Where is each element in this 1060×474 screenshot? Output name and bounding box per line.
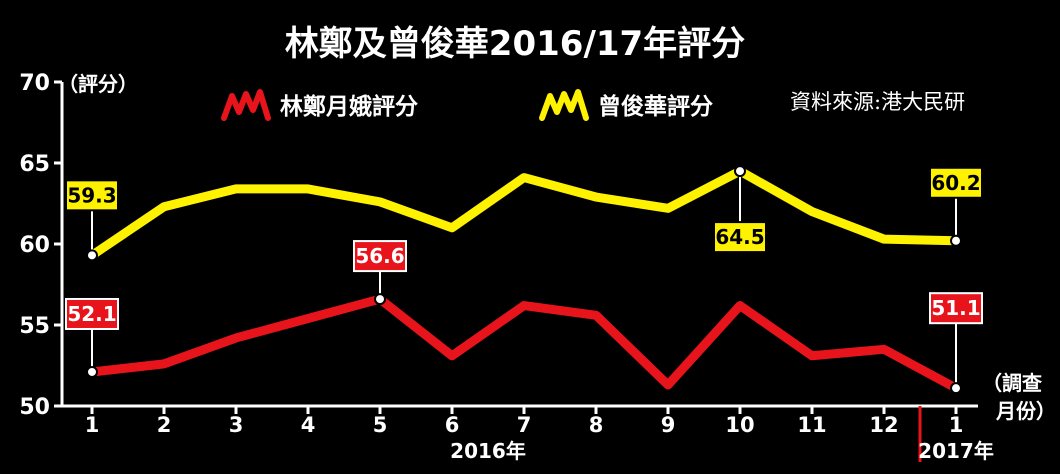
x-tick-label: 2 <box>157 413 172 437</box>
data-label-box <box>353 240 407 273</box>
data-label-box <box>65 297 119 330</box>
data-label-box <box>713 221 767 254</box>
data-label: 56.6 <box>355 244 404 268</box>
x-tick-label: 1 <box>85 413 100 437</box>
data-label-box <box>65 179 119 212</box>
legend-swatch-0 <box>221 89 271 121</box>
legend-label-1: 曾俊華評分 <box>598 93 713 120</box>
x-tick-label: 5 <box>373 413 388 437</box>
data-label: 59.3 <box>67 183 116 207</box>
x-tick-label: 1 <box>949 413 964 437</box>
data-point-marker <box>374 293 386 306</box>
data-point-marker <box>86 249 98 262</box>
x-tick-label: 10 <box>725 413 754 437</box>
data-label: 64.5 <box>715 225 764 249</box>
data-label: 51.1 <box>931 296 980 320</box>
x-tick-label: 12 <box>869 413 898 437</box>
x-tick-label: 6 <box>445 413 460 437</box>
x-tick-label: 3 <box>229 413 244 437</box>
x-axis-label-line1: （調查 <box>982 371 1042 395</box>
data-label: 52.1 <box>67 302 116 326</box>
x-tick-label: 9 <box>661 413 676 437</box>
data-label-box <box>929 292 983 325</box>
y-axis-label: （評分） <box>58 72 138 96</box>
data-point-marker <box>734 165 746 178</box>
y-tick-label: 70 <box>19 71 50 96</box>
data-point-marker <box>950 234 962 247</box>
x-tick-label: 8 <box>589 413 604 437</box>
y-tick-label: 60 <box>19 233 50 258</box>
data-point-marker <box>86 365 98 378</box>
plot-area: 52.1 56.6 51.1 59.3 64.5 60.2 <box>65 165 983 395</box>
x-axis-label-line2: 月份） <box>995 399 1056 423</box>
year-label-2017: 2017年 <box>918 439 994 463</box>
series-line-1 <box>87 166 961 260</box>
y-tick-label: 50 <box>19 395 50 420</box>
series-line-0 <box>87 294 961 393</box>
year-label-2016: 2016年 <box>450 439 526 463</box>
x-tick-label: 4 <box>301 413 316 437</box>
source-note: 資料來源:港大民研 <box>790 90 965 114</box>
legend: 林鄭月娥評分 曾俊華評分 <box>221 89 713 121</box>
legend-label-0: 林鄭月娥評分 <box>280 93 418 120</box>
chart-title: 林鄭及曾俊華2016/17年評分 <box>285 24 745 64</box>
legend-swatch-1 <box>539 89 589 121</box>
y-tick-label: 55 <box>19 314 50 339</box>
data-label: 60.2 <box>931 171 980 195</box>
x-tick-label: 11 <box>797 413 826 437</box>
data-label-box <box>929 166 983 199</box>
y-tick-label: 65 <box>19 152 50 177</box>
x-tick-label: 7 <box>517 413 532 437</box>
data-point-marker <box>950 382 962 395</box>
